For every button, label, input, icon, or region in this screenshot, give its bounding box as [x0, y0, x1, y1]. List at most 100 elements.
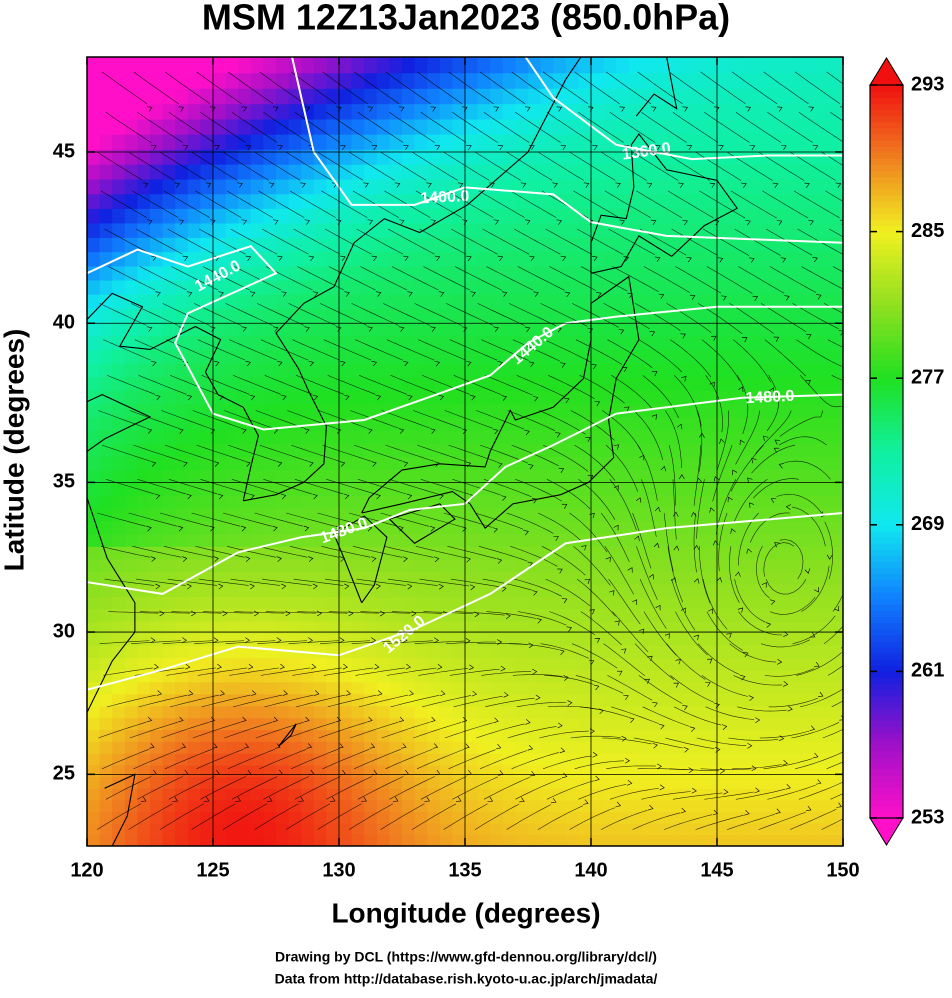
streamline: [138, 375, 187, 395]
streamline-arrow: [741, 337, 748, 343]
field-cell: [553, 495, 567, 509]
field-cell: [654, 363, 668, 378]
field-cell: [99, 583, 113, 597]
field-cell: [679, 118, 693, 135]
field-cell: [817, 583, 831, 597]
field-cell: [465, 717, 479, 731]
field-cell: [717, 237, 731, 253]
streamline-arrow: [304, 428, 310, 434]
field-cell: [364, 308, 378, 323]
field-cell: [717, 265, 731, 281]
colorbar-segment: [870, 225, 903, 233]
field-cell: [780, 321, 794, 337]
streamline: [390, 375, 439, 395]
field-cell: [225, 208, 239, 224]
field-cell: [250, 321, 264, 337]
field-cell: [351, 103, 365, 120]
streamline-arrow: [222, 610, 228, 617]
field-cell: [704, 596, 718, 610]
field-cell: [263, 193, 277, 209]
field-cell: [553, 416, 567, 431]
field-cell: [654, 799, 668, 813]
field-cell: [99, 265, 113, 281]
field-cell: [830, 596, 843, 610]
field-cell: [112, 222, 126, 238]
field-cell: [187, 376, 201, 391]
streamline-arrow: [155, 394, 161, 401]
field-cell: [250, 571, 264, 585]
field-cell: [301, 237, 315, 253]
field-cell: [792, 811, 806, 824]
streamline-arrow: [732, 469, 738, 476]
x-tick-label: 135: [448, 859, 481, 881]
colorbar-segment: [870, 439, 903, 446]
field-cell: [729, 823, 743, 836]
field-cell: [465, 693, 479, 707]
field-cell: [641, 788, 655, 801]
field-cell: [465, 164, 479, 180]
field-cell: [553, 237, 567, 253]
field-cell: [628, 193, 642, 209]
field-cell: [250, 482, 264, 496]
field-cell: [591, 335, 605, 351]
streamline-arrow: [155, 291, 161, 297]
streamline: [128, 803, 173, 830]
field-cell: [87, 134, 101, 150]
field-cell: [112, 57, 126, 74]
field-cell: [200, 729, 214, 742]
field-cell: [641, 321, 655, 337]
y-tick-label: 35: [53, 471, 75, 493]
streamline: [385, 71, 431, 105]
field-cell: [830, 495, 843, 509]
field-cell: [263, 103, 277, 120]
field-cell: [427, 178, 441, 195]
streamline-arrow: [773, 336, 780, 342]
field-cell: [276, 88, 290, 105]
field-cell: [490, 321, 504, 337]
field-cell: [137, 164, 151, 180]
streamline: [202, 611, 253, 614]
field-cell: [99, 596, 113, 610]
field-cell: [187, 583, 201, 597]
field-cell: [717, 280, 731, 295]
field-cell: [654, 443, 668, 457]
field-cell: [767, 495, 781, 509]
streamline-arrow: [398, 525, 404, 532]
field-cell: [326, 657, 340, 671]
field-cell: [238, 508, 252, 522]
streamline-arrow: [555, 432, 561, 438]
field-cell: [213, 520, 227, 535]
field-cell: [830, 164, 843, 180]
field-cell: [830, 134, 843, 150]
field-cell: [263, 72, 277, 89]
streamline: [201, 375, 250, 395]
field-cell: [439, 237, 453, 253]
field-cell: [792, 469, 806, 483]
field-cell: [603, 335, 617, 351]
field-cell: [717, 717, 731, 731]
field-cell: [87, 558, 101, 572]
field-cell: [767, 349, 781, 364]
field-cell: [465, 729, 479, 742]
field-cell: [502, 571, 516, 585]
streamline: [609, 788, 659, 800]
field-cell: [465, 403, 479, 418]
field-cell: [565, 596, 579, 610]
contour-line: [87, 245, 843, 431]
field-cell: [704, 705, 718, 719]
field-cell: [490, 390, 504, 405]
field-cell: [515, 103, 529, 120]
field-cell: [641, 608, 655, 622]
field-cell: [200, 294, 214, 309]
streamline: [163, 190, 210, 218]
field-cell: [112, 308, 126, 323]
field-cell: [376, 88, 390, 105]
streamline-arrow: [682, 106, 689, 112]
field-cell: [351, 308, 365, 323]
field-cell: [515, 193, 529, 209]
streamline: [230, 228, 278, 255]
field-cell: [162, 520, 176, 535]
streamline-arrow: [500, 665, 506, 672]
field-cell: [402, 705, 416, 719]
streamline: [380, 512, 430, 527]
